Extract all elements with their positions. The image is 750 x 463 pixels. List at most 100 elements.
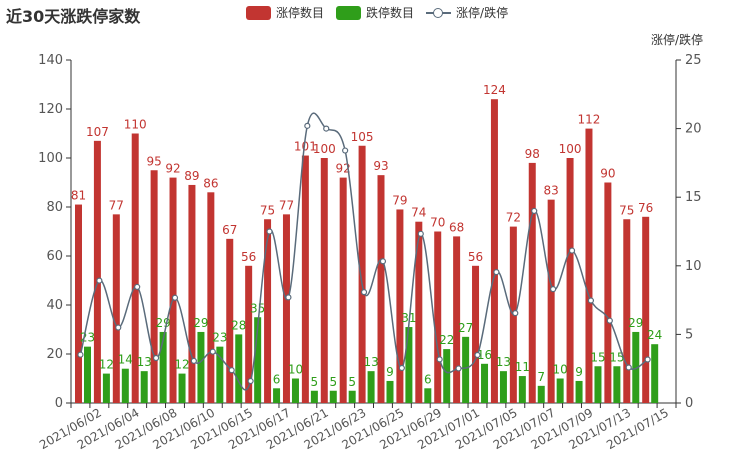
ratio-point [209, 348, 216, 355]
left-axis-tick-label: 0 [55, 396, 63, 411]
bar-limit-down [613, 366, 621, 403]
bar-label-limit-down: 16 [477, 348, 492, 362]
bar-limit-down [273, 388, 281, 403]
bar-limit-down [462, 336, 470, 403]
bar-label-limit-down: 15 [590, 350, 605, 364]
bar-limit-up [377, 175, 385, 403]
ratio-point [379, 258, 387, 265]
bar-label-limit-down: 28 [231, 318, 246, 332]
right-axis-tick-label: 0 [685, 396, 693, 411]
ratio-point [360, 289, 368, 296]
bar-label-limit-up: 86 [203, 176, 218, 190]
bar-limit-up [226, 238, 234, 403]
bar-label-limit-up: 77 [109, 198, 124, 212]
bar-limit-up [264, 219, 272, 403]
ratio-point [134, 283, 141, 291]
bar-limit-down [121, 368, 129, 403]
bar-label-limit-down: 5 [311, 375, 319, 389]
bar-label-limit-up: 74 [411, 206, 426, 220]
right-axis-title: 涨停/跌停 [650, 33, 703, 47]
bar-label-limit-down: 29 [193, 316, 208, 330]
left-axis-tick-label: 120 [38, 102, 63, 117]
bar-label-limit-down: 24 [647, 328, 662, 342]
bar-limit-down [481, 363, 489, 403]
bar-label-limit-down: 15 [609, 350, 624, 364]
bar-limit-up [472, 265, 480, 403]
bar-label-limit-down: 5 [348, 375, 356, 389]
ratio-point [152, 354, 160, 362]
bar-limit-down [84, 346, 91, 403]
ratio-point [323, 125, 330, 132]
bar-label-limit-up: 75 [619, 203, 634, 217]
ratio-point [190, 357, 197, 364]
bar-label-limit-down: 13 [496, 355, 511, 369]
bar-label-limit-down: 9 [386, 365, 394, 379]
bar-label-limit-up: 105 [351, 130, 374, 144]
bar-limit-up [169, 177, 177, 403]
bar-label-limit-up: 77 [279, 198, 294, 212]
bar-label-limit-down: 5 [329, 375, 337, 389]
bar-label-limit-down: 13 [363, 355, 378, 369]
bar-label-limit-down: 12 [174, 358, 189, 372]
ratio-point [96, 277, 103, 284]
bar-label-limit-down: 23 [80, 331, 95, 345]
bar-limit-up [642, 216, 650, 403]
bar-label-limit-down: 13 [137, 355, 152, 369]
left-axis-tick-label: 80 [46, 200, 63, 215]
bar-limit-down [443, 349, 451, 403]
legend-label-limit-up: 涨停数目 [276, 6, 325, 20]
bar-label-limit-down: 14 [118, 353, 133, 367]
bar-limit-down [159, 331, 167, 403]
bar-label-limit-up: 79 [392, 193, 407, 207]
right-axis-tick-label: 10 [685, 259, 702, 274]
bar-limit-up [282, 214, 290, 403]
legend-line-icon [426, 6, 452, 20]
bar-limit-down [537, 385, 545, 403]
bar-label-limit-up: 95 [146, 154, 161, 168]
bar-limit-down [499, 371, 507, 403]
left-axis-tick-label: 140 [38, 53, 63, 68]
bar-limit-down [178, 373, 186, 403]
ratio-point [474, 351, 481, 359]
legend-item-limit-down[interactable]: 跌停数目 [336, 4, 414, 21]
bar-limit-up [188, 184, 196, 403]
ratio-point [171, 294, 179, 301]
bar-limit-up [490, 99, 498, 403]
bar-label-limit-down: 12 [99, 358, 114, 372]
bar-label-limit-up: 75 [260, 203, 275, 217]
legend-label-ratio: 涨停/跌停 [456, 6, 509, 20]
legend-item-limit-up[interactable]: 涨停数目 [246, 4, 324, 21]
bar-limit-down [632, 331, 640, 403]
ratio-point [455, 365, 462, 372]
bar-limit-up [320, 158, 328, 403]
bar-label-limit-down: 11 [515, 360, 530, 374]
bar-limit-down [140, 371, 148, 403]
legend-label-limit-down: 跌停数目 [366, 6, 415, 20]
ratio-point [77, 351, 84, 358]
legend-item-ratio[interactable]: 涨停/跌停 [426, 4, 508, 21]
left-axis-tick-label: 60 [46, 249, 63, 264]
bar-limit-down [594, 366, 602, 403]
left-axis-tick-label: 20 [46, 347, 63, 362]
bar-label-limit-up: 101 [294, 140, 317, 154]
bar-limit-up [93, 140, 101, 403]
ratio-point [606, 317, 613, 324]
ratio-point [493, 269, 500, 276]
bar-limit-down [386, 380, 394, 403]
ratio-point [398, 364, 405, 372]
bar-limit-up [301, 155, 309, 403]
bar-label-limit-up: 112 [578, 113, 601, 127]
ratio-point [587, 297, 595, 304]
left-axis-tick-label: 100 [38, 151, 63, 166]
right-axis-tick-label: 15 [685, 190, 702, 205]
right-axis-tick-label: 5 [685, 327, 693, 342]
bar-label-limit-up: 76 [638, 201, 653, 215]
bar-label-limit-up: 67 [222, 223, 237, 237]
bar-label-limit-up: 56 [468, 250, 483, 264]
bar-limit-up [75, 204, 82, 403]
bar-limit-down [291, 378, 299, 403]
bar-label-limit-down: 22 [439, 333, 454, 347]
bar-limit-up [547, 199, 555, 403]
bar-label-limit-down: 10 [553, 363, 568, 377]
chart-legend: 涨停数目 跌停数目 涨停/跌停 [246, 4, 520, 21]
